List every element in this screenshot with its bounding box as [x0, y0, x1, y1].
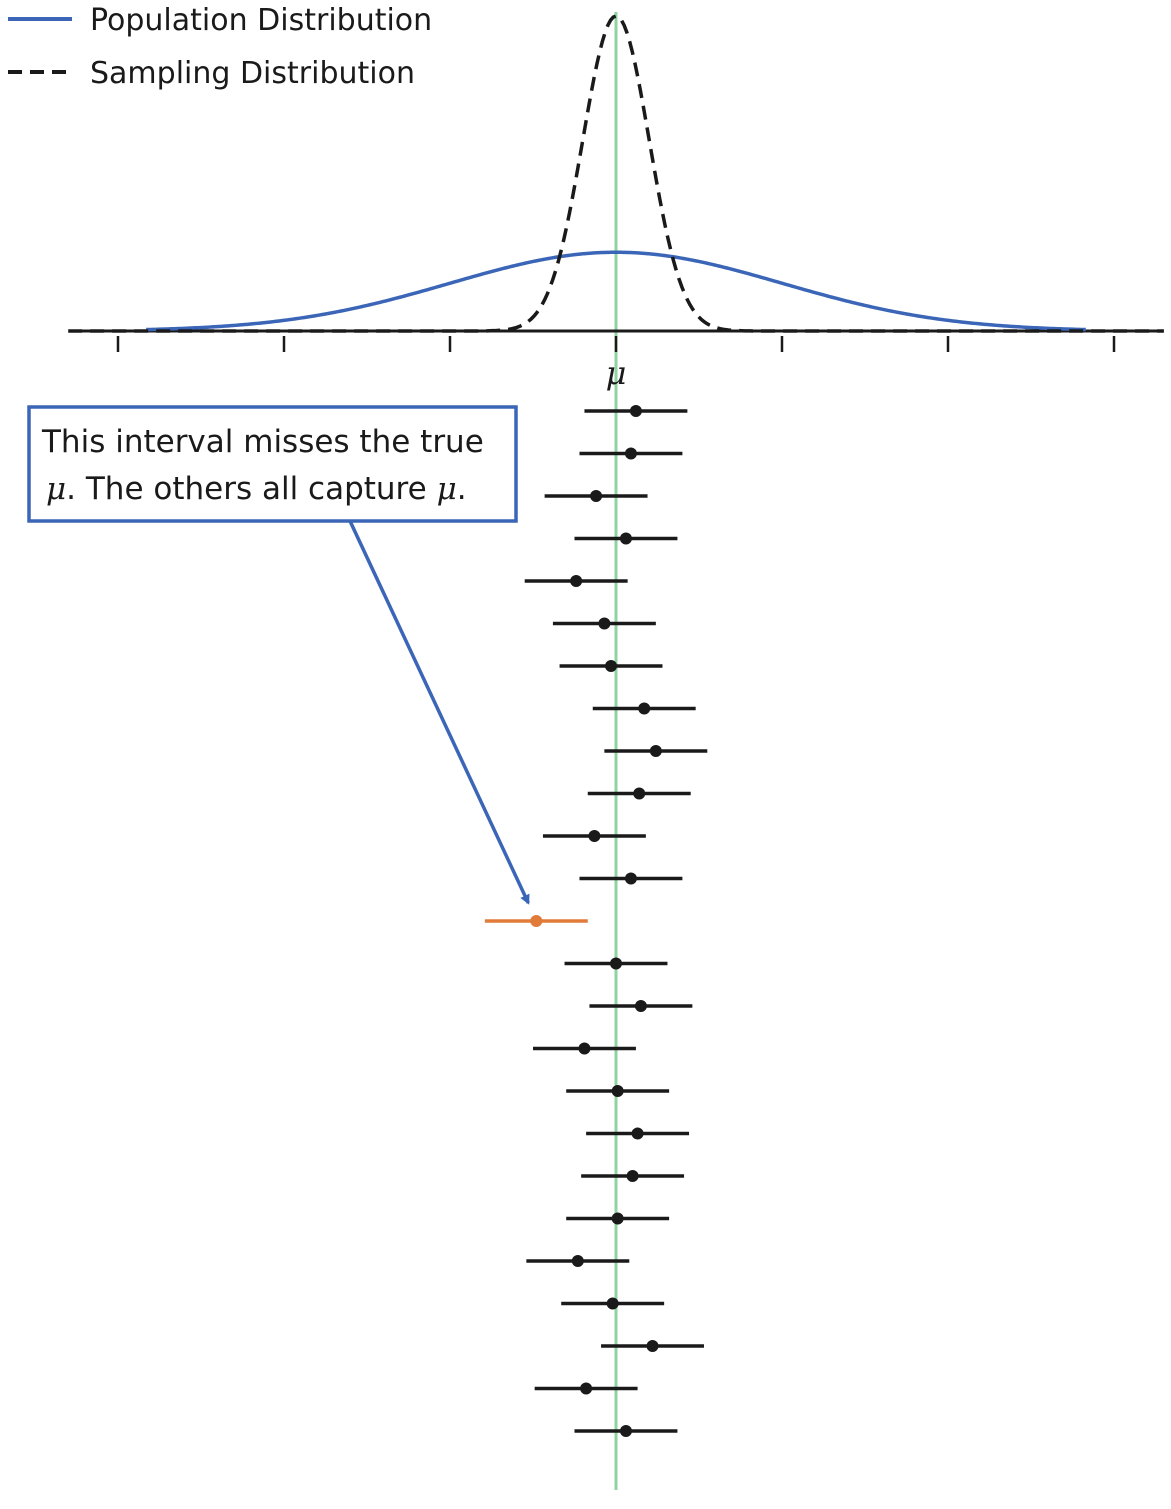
legend-label-sampling: Sampling Distribution	[90, 56, 415, 91]
interval-point	[611, 1085, 624, 1097]
callout-line-2: μ. The others all capture μ.	[46, 471, 467, 507]
interval-point	[605, 660, 618, 672]
interval-point	[624, 447, 637, 460]
callout-line-1: This interval misses the true	[41, 424, 484, 460]
callout-line-2-text: . The others all capture	[66, 471, 436, 507]
population-distribution-curve	[146, 250, 1086, 332]
callout-mu-1: μ	[46, 471, 66, 507]
interval-point	[619, 1425, 632, 1437]
interval-point	[649, 745, 662, 757]
interval-point	[619, 532, 632, 545]
interval-point	[633, 787, 646, 800]
interval-point	[571, 1255, 584, 1267]
interval-point	[638, 702, 651, 715]
interval-point	[580, 1382, 593, 1395]
interval-point	[646, 1340, 659, 1352]
callout-mu-2: μ	[437, 471, 457, 507]
interval-point	[611, 1212, 624, 1225]
annotation-callout: This interval misses the true μ. The oth…	[27, 405, 530, 905]
interval-point	[606, 1297, 619, 1310]
interval-point	[590, 490, 603, 502]
interval-point	[624, 872, 637, 885]
callout-box	[27, 405, 518, 523]
interval-point	[634, 1000, 647, 1012]
x-tick-label-mu: μ	[606, 354, 627, 392]
interval-point	[626, 1170, 639, 1182]
callout-arrow	[348, 520, 530, 905]
missed-interval-point	[530, 915, 543, 927]
interval-point	[610, 957, 622, 970]
interval-point	[588, 830, 601, 842]
legend: Population Distribution Sampling Distrib…	[8, 3, 432, 91]
interval-point	[578, 1042, 591, 1055]
sampling-distribution-curve	[68, 14, 1164, 333]
interval-point	[631, 1127, 644, 1140]
x-axis: μ	[70, 329, 1164, 392]
interval-point	[629, 405, 642, 417]
legend-label-population: Population Distribution	[90, 3, 432, 38]
callout-line-2-end: .	[457, 471, 467, 507]
interval-point	[570, 575, 583, 587]
interval-point	[598, 617, 611, 630]
confidence-intervals	[484, 405, 708, 1437]
